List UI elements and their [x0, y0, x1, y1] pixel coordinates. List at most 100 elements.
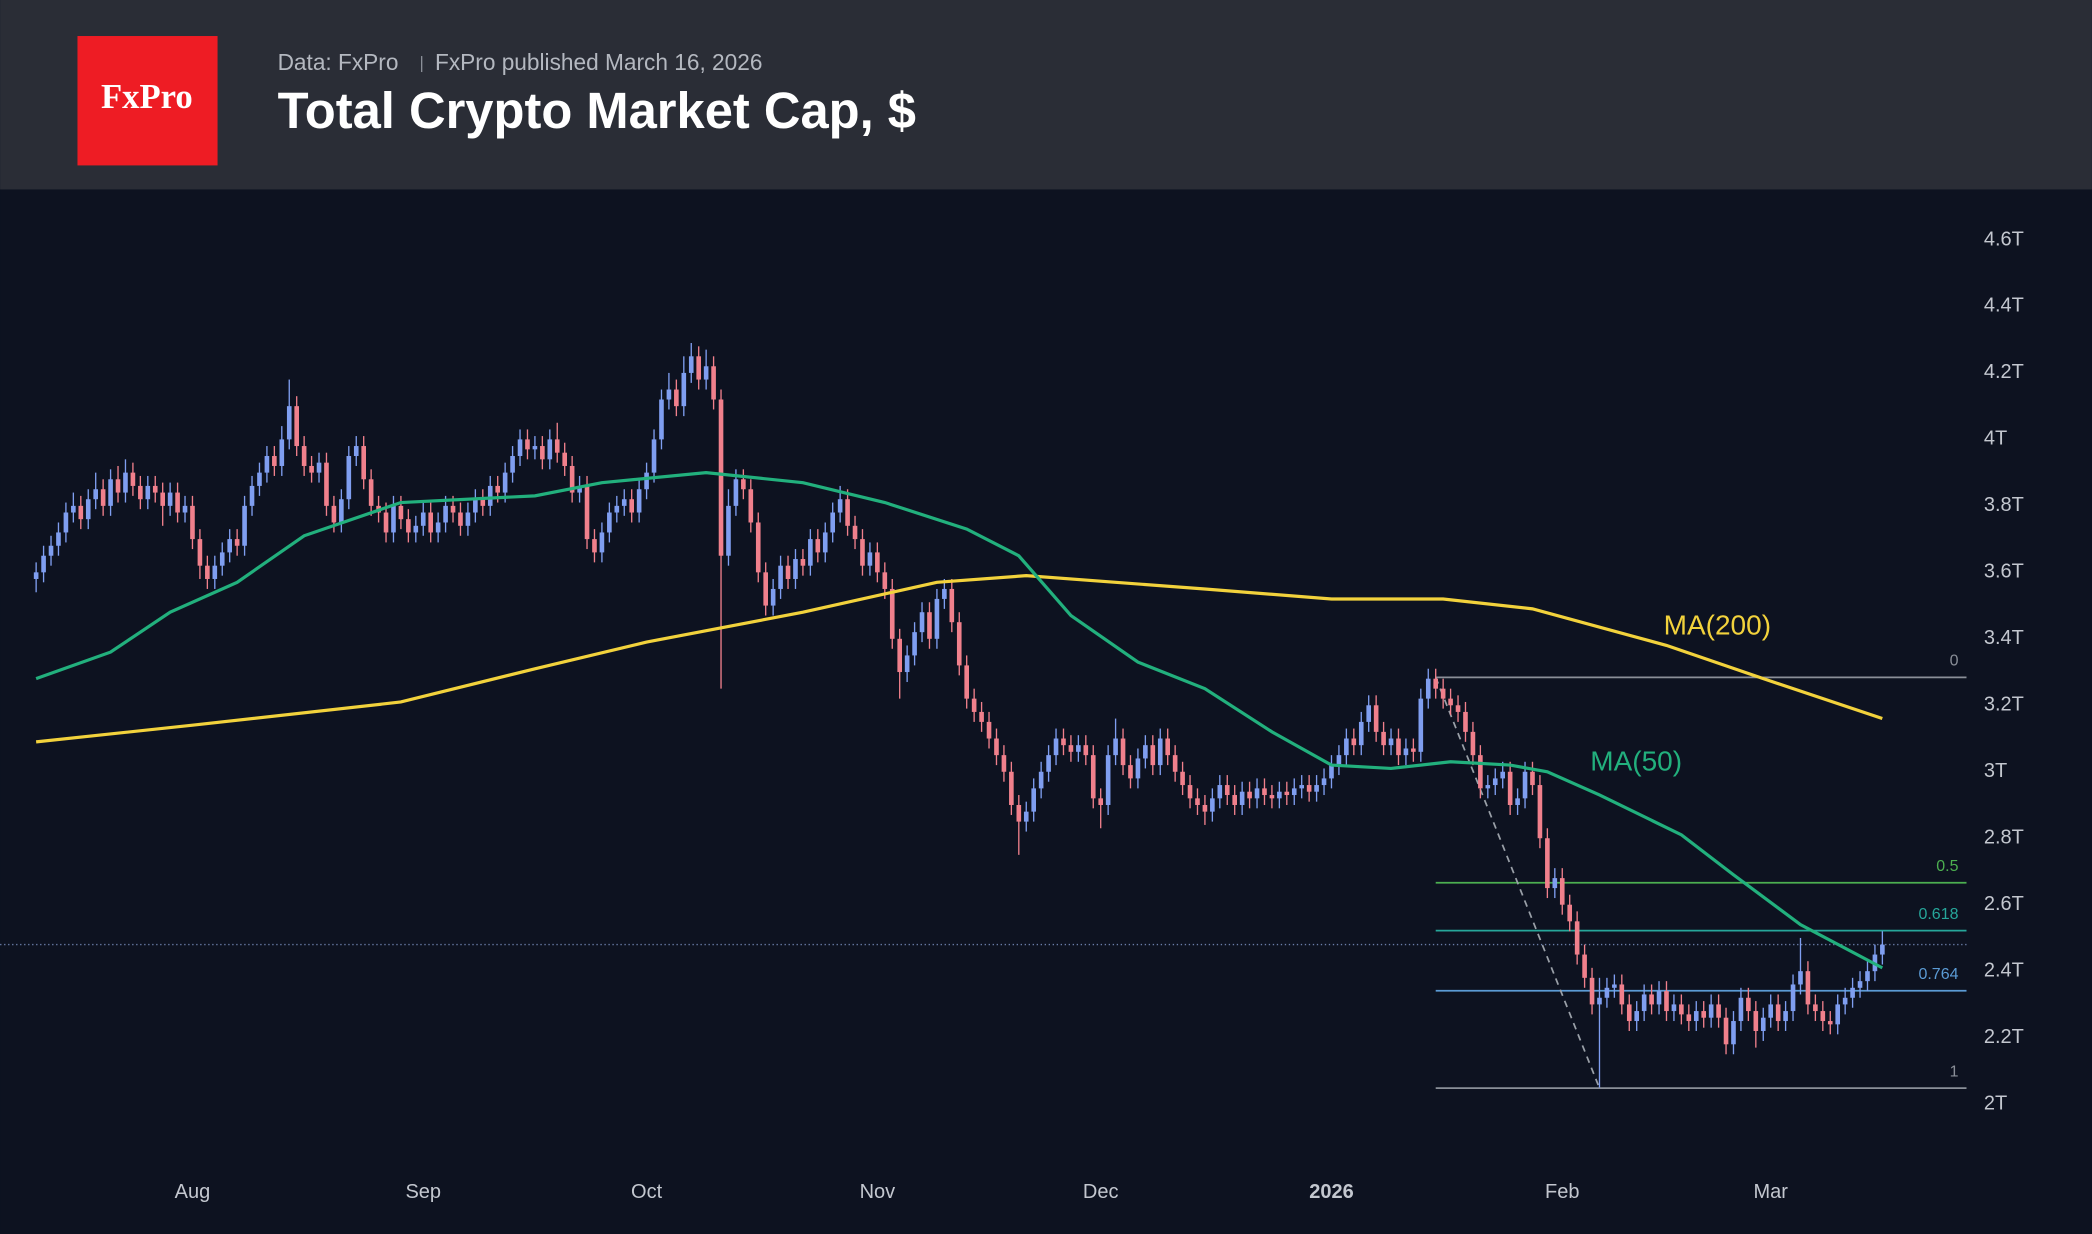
candle-body — [1589, 977, 1595, 1005]
candle-body — [1090, 755, 1096, 799]
candle-body — [1634, 1011, 1640, 1022]
candle-body — [1708, 1004, 1714, 1018]
fib-label: 0.764 — [1918, 966, 1958, 983]
candle-body — [1850, 987, 1855, 998]
candle-body — [1001, 755, 1007, 772]
candle-body — [860, 539, 865, 566]
candle-body — [242, 505, 247, 546]
logo — [77, 36, 218, 166]
candle-body — [837, 499, 843, 513]
fib-label: 0 — [1950, 653, 1959, 670]
candle-body — [1686, 1014, 1692, 1022]
candle-body — [190, 505, 195, 540]
source: Data: FxPro — [278, 49, 399, 75]
x-tick-label: Mar — [1753, 1181, 1788, 1203]
candle-body — [688, 356, 694, 373]
candle-body — [1522, 771, 1528, 799]
y-tick-label: 3.6T — [1984, 561, 2024, 583]
candle-body — [272, 456, 277, 466]
candle-body — [1679, 1004, 1684, 1015]
candle-body — [770, 588, 776, 606]
candle-body — [1507, 771, 1513, 805]
candle-body — [1649, 994, 1654, 1005]
candle-body — [800, 559, 806, 566]
candle-body — [212, 565, 218, 579]
candle-body — [577, 485, 582, 493]
candle-body — [1135, 758, 1141, 779]
candle-body — [607, 512, 612, 533]
candle-body — [1582, 954, 1587, 978]
candle-body — [428, 512, 434, 533]
candle-body — [1775, 1004, 1781, 1022]
candle-body — [1120, 738, 1126, 766]
candle-body — [1827, 1021, 1833, 1025]
candle-body — [93, 489, 98, 500]
candle-body — [510, 456, 515, 473]
candle-body — [1165, 738, 1171, 756]
candle-body — [108, 479, 113, 506]
candle-body — [1195, 798, 1200, 805]
candle-body — [1344, 738, 1349, 756]
candle-body — [1128, 765, 1133, 779]
candle-body — [1388, 738, 1394, 746]
candle-body — [1150, 745, 1156, 766]
candle-body — [130, 472, 136, 486]
candle-body — [294, 406, 299, 447]
y-tick-label: 4.6T — [1984, 228, 2024, 250]
candle-body — [904, 655, 910, 673]
candle-body — [1366, 705, 1372, 722]
candle-body — [1463, 711, 1468, 732]
candle-body — [1671, 1004, 1677, 1012]
candle-body — [1790, 984, 1796, 1012]
candle-body — [406, 519, 411, 533]
y-tick-label: 3.8T — [1984, 494, 2024, 516]
y-tick-label: 3.4T — [1984, 627, 2024, 649]
candle-body — [1492, 778, 1498, 786]
candle-body — [845, 499, 850, 526]
candle-body — [264, 456, 270, 473]
x-tick-label: Feb — [1545, 1181, 1579, 1203]
candle-body — [1180, 771, 1185, 786]
candle-body — [718, 399, 724, 556]
candle-body — [1813, 1004, 1818, 1012]
candle-body — [1478, 755, 1483, 789]
candle-body — [1351, 738, 1357, 746]
candle-body — [1455, 705, 1461, 712]
y-tick-label: 2.4T — [1984, 959, 2024, 981]
candle-body — [234, 539, 240, 546]
fib-label: 0.618 — [1918, 906, 1958, 923]
fib-label: 1 — [1950, 1063, 1959, 1080]
candle-body — [1239, 791, 1245, 805]
candle-body — [1314, 785, 1319, 792]
candle-body — [145, 485, 151, 500]
candle-body — [138, 485, 143, 500]
candle-body — [1820, 1011, 1826, 1022]
moving-average — [35, 574, 1883, 744]
candle-body — [1746, 997, 1751, 1012]
candle-body — [1202, 804, 1208, 812]
candle-body — [919, 612, 925, 633]
candle-body — [413, 525, 419, 533]
candle-body — [1217, 785, 1223, 799]
candle-body — [1396, 738, 1401, 756]
candle-body — [979, 711, 984, 722]
candle-body — [1433, 678, 1439, 689]
candle-body — [986, 721, 992, 739]
candle-body — [1269, 795, 1275, 799]
x-tick-label: Dec — [1083, 1181, 1119, 1203]
candle-body — [659, 399, 664, 440]
x-tick-label: Aug — [175, 1181, 211, 1203]
candle-body — [1485, 785, 1491, 789]
candle-body — [681, 372, 687, 407]
candle-body — [1254, 788, 1260, 799]
candle-body — [815, 539, 821, 553]
candle-body — [1500, 771, 1506, 779]
candle-body — [1083, 745, 1089, 756]
candle-body — [540, 446, 545, 460]
candle-body — [1559, 878, 1565, 905]
x-tick-label: 2026 — [1309, 1181, 1354, 1203]
candle-body — [1597, 997, 1602, 1005]
